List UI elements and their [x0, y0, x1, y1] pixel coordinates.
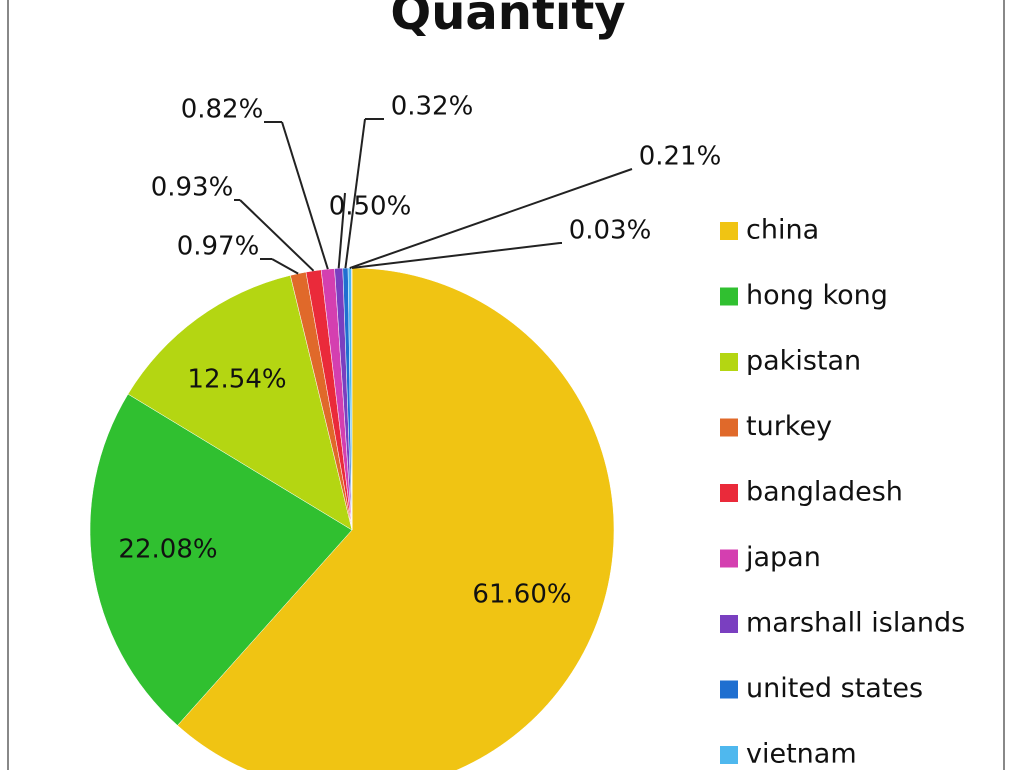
leader-line: [337, 192, 346, 269]
data-label: 0.21%: [639, 142, 722, 172]
data-label: 0.50%: [329, 192, 412, 222]
legend-label: pakistan: [746, 346, 861, 377]
pie-slice: [89, 393, 353, 726]
legend-label: turkey: [746, 411, 832, 442]
legend-label: marshall islands: [746, 608, 965, 639]
legend-label: japan: [745, 542, 821, 573]
data-label: 22.08%: [118, 535, 217, 565]
leader-line: [349, 168, 633, 269]
legend-label: bangladesh: [746, 477, 903, 508]
legend-swatch: [720, 615, 738, 633]
legend-swatch: [720, 287, 738, 306]
leader-line: [271, 258, 299, 275]
leader-line: [239, 199, 315, 272]
legend-label: vietnam: [746, 739, 857, 770]
data-label: 0.97%: [177, 232, 260, 262]
data-label: 12.54%: [187, 365, 286, 395]
legend-label: united states: [746, 673, 923, 704]
legend-swatch: [720, 222, 738, 240]
data-label: 61.60%: [472, 580, 571, 610]
legend-label: hong kong: [746, 280, 888, 311]
legend-swatch: [720, 680, 738, 699]
data-label: 0.93%: [151, 173, 234, 203]
data-label: 0.82%: [181, 95, 264, 125]
legend-swatch: [720, 484, 738, 502]
chart-title: Quantity: [390, 0, 625, 41]
legend-label: china: [746, 215, 819, 246]
legend-swatch: [720, 353, 738, 371]
data-label: 0.32%: [391, 92, 474, 122]
pie-slice: [177, 267, 615, 770]
legend-swatch: [720, 549, 738, 568]
leader-line: [281, 121, 329, 270]
legend-swatch: [720, 418, 738, 437]
leader-line: [344, 118, 366, 269]
leader-line: [351, 242, 561, 269]
data-label: 0.03%: [569, 216, 652, 246]
pie-slice: [127, 275, 353, 531]
legend-swatch: [720, 746, 738, 764]
